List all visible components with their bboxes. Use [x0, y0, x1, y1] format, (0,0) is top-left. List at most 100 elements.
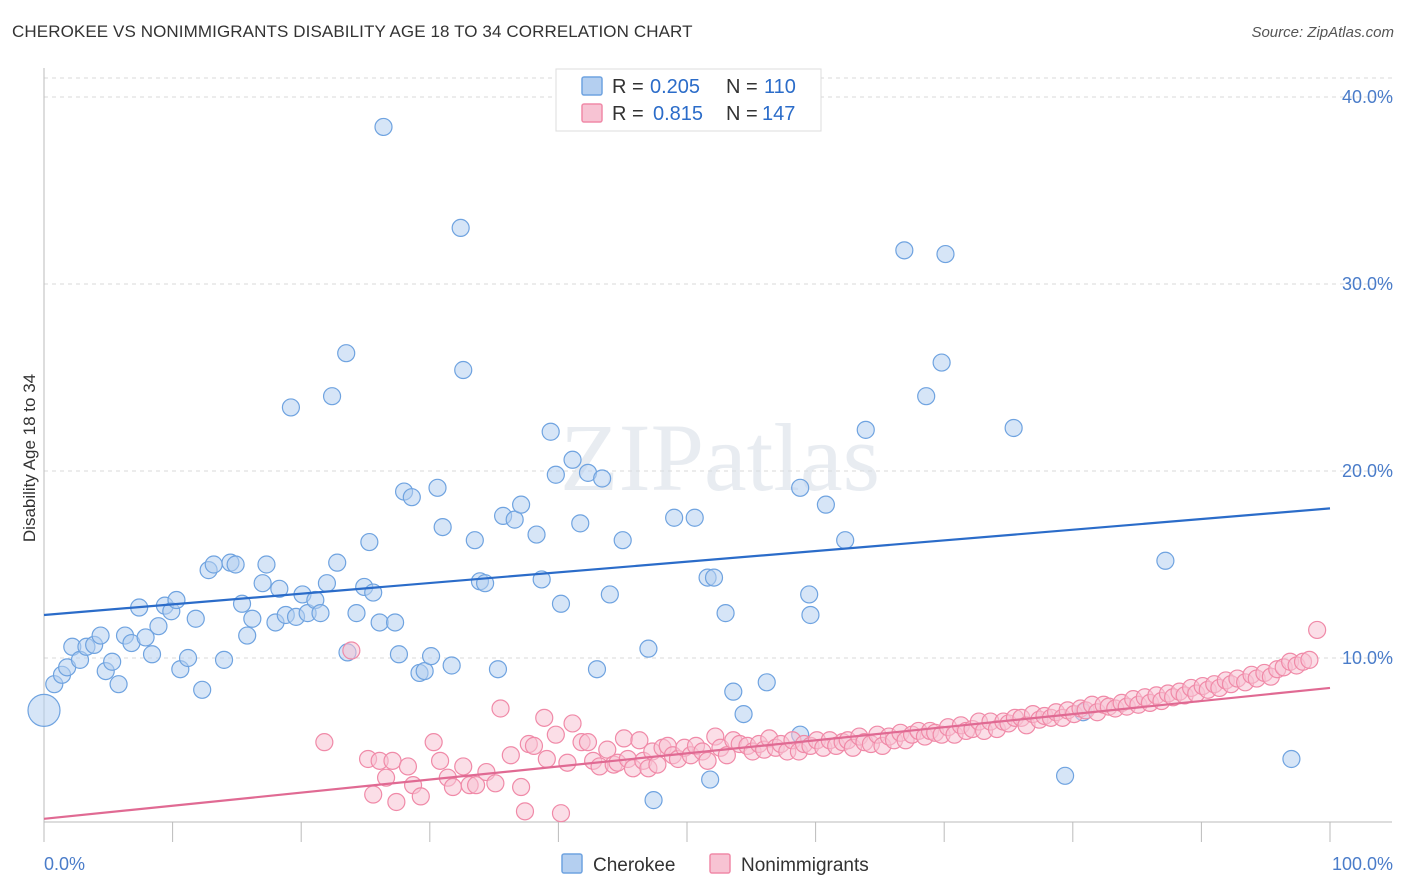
cherokee-point — [103, 652, 122, 671]
cherokee-point — [204, 555, 223, 574]
cherokee-point — [465, 531, 484, 550]
cherokee-stats-swatch — [581, 76, 603, 96]
cherokee-point — [1004, 418, 1023, 438]
cherokee-point — [243, 609, 262, 628]
cherokee-point — [801, 605, 820, 625]
cherokee-point — [257, 555, 276, 574]
cherokee-point — [178, 648, 198, 668]
nonimmigrants-point — [424, 733, 443, 752]
nonimmigrants-point — [342, 641, 361, 660]
cherokee-point — [454, 360, 473, 380]
nonimmigrants-point — [537, 749, 556, 769]
cherokee-point — [385, 613, 405, 632]
cherokee-r-value: 0.205 — [650, 76, 700, 98]
cherokee-point — [917, 387, 936, 406]
cherokee-point — [856, 420, 875, 439]
cherokee-point — [895, 241, 914, 260]
nonimmigrants-stats-swatch — [581, 103, 603, 123]
x-tick-label-min: 0.0% — [44, 854, 85, 874]
cherokee-point — [587, 660, 607, 679]
cherokee-point — [370, 613, 389, 632]
legend-swatch-cherokee — [561, 853, 583, 874]
nonimmigrants-point — [454, 757, 473, 776]
y-tick-label: 10.0% — [1342, 648, 1393, 668]
nonimmigrants-point — [430, 751, 450, 770]
cherokee-point — [226, 555, 245, 574]
nonimmigrants-point — [398, 757, 418, 776]
cherokee-point — [415, 661, 434, 681]
nonimmigrants-r-value: 0.815 — [653, 103, 703, 125]
nonimmigrants-point — [443, 777, 463, 797]
y-tick-label: 30.0% — [1342, 274, 1393, 294]
nonimmigrants-point — [717, 746, 736, 765]
series-legend: Cherokee Nonimmigrants — [561, 853, 869, 876]
nonimmigrants-point — [501, 746, 520, 765]
cherokee-point — [214, 650, 234, 669]
cherokee-point — [639, 639, 658, 658]
cherokee-n-value: 110 — [764, 76, 796, 98]
cherokee-point — [704, 568, 724, 587]
cherokee-point — [451, 218, 470, 237]
cherokee-point — [505, 510, 524, 529]
cherokee-point — [281, 398, 301, 417]
cherokee-point — [428, 478, 447, 497]
watermark: ZIPatlas — [560, 404, 880, 511]
cherokee-point — [186, 609, 205, 628]
cherokee-point — [551, 594, 571, 613]
cherokee-r-label: R = — [612, 76, 644, 98]
nonimmigrants-point — [411, 787, 430, 806]
cherokee-point — [136, 628, 155, 647]
legend-label-nonimmigrants: Nonimmigrants — [741, 855, 869, 876]
nonimmigrants-n-value: 147 — [762, 103, 795, 125]
nonimmigrants-point — [1308, 620, 1327, 640]
cherokee-point — [527, 525, 546, 544]
cherokee-point — [360, 532, 379, 552]
nonimmigrants-point — [515, 802, 535, 821]
cherokee-point — [1055, 766, 1075, 785]
cherokee-point — [816, 495, 835, 514]
cherokee-trend-line — [43, 507, 1331, 617]
nonimmigrants-point — [315, 733, 334, 752]
nonimmigrants-trend-line — [43, 686, 1331, 820]
cherokee-n-label: N = — [726, 76, 758, 98]
cherokee-point — [541, 422, 560, 441]
nonimmigrants-point — [491, 699, 510, 718]
cherokee-point — [442, 656, 461, 675]
cherokee-point — [253, 574, 272, 593]
chart-title: CHEROKEE VS NONIMMIGRANTS DISABILITY AGE… — [12, 22, 693, 41]
x-tick-labels: 0.0% 100.0% — [44, 854, 1393, 874]
cherokee-point — [337, 344, 356, 363]
cherokee-point — [791, 478, 810, 497]
cherokee-point — [488, 660, 508, 679]
cherokee-point — [800, 585, 819, 604]
cherokee-point — [1156, 551, 1175, 570]
cherokee-point — [600, 585, 619, 604]
cherokee-point — [936, 244, 955, 264]
cherokee-point — [932, 353, 951, 372]
nonimmigrants-point — [1300, 650, 1319, 669]
chart-source: Source: ZipAtlas.com — [1251, 24, 1394, 41]
cherokee-point — [402, 488, 421, 507]
cherokee-point — [1282, 749, 1301, 769]
cherokee-point — [109, 675, 128, 694]
nonimmigrants-point — [387, 792, 406, 812]
nonimmigrants-point — [630, 731, 649, 750]
cherokee-point — [149, 617, 168, 636]
nonimmigrants-point — [364, 785, 383, 804]
nonimmigrants-point — [512, 777, 531, 797]
cherokee-point — [421, 647, 441, 666]
nonimmigrants-point — [376, 768, 396, 787]
cherokee-point — [757, 673, 776, 692]
nonimmigrants-point — [558, 753, 577, 772]
cherokee-point — [685, 508, 704, 527]
nonimmigrants-point — [524, 736, 544, 755]
cherokee-point — [532, 570, 551, 589]
x-tick-label-max: 100.0% — [1332, 854, 1393, 874]
nonimmigrants-point — [563, 714, 582, 733]
nonimmigrants-point — [578, 733, 598, 752]
cherokee-point — [167, 590, 186, 610]
cherokee-point — [328, 553, 347, 572]
cherokee-point — [734, 704, 753, 724]
cherokee-point — [593, 469, 612, 488]
y-tick-label: 40.0% — [1342, 87, 1393, 107]
